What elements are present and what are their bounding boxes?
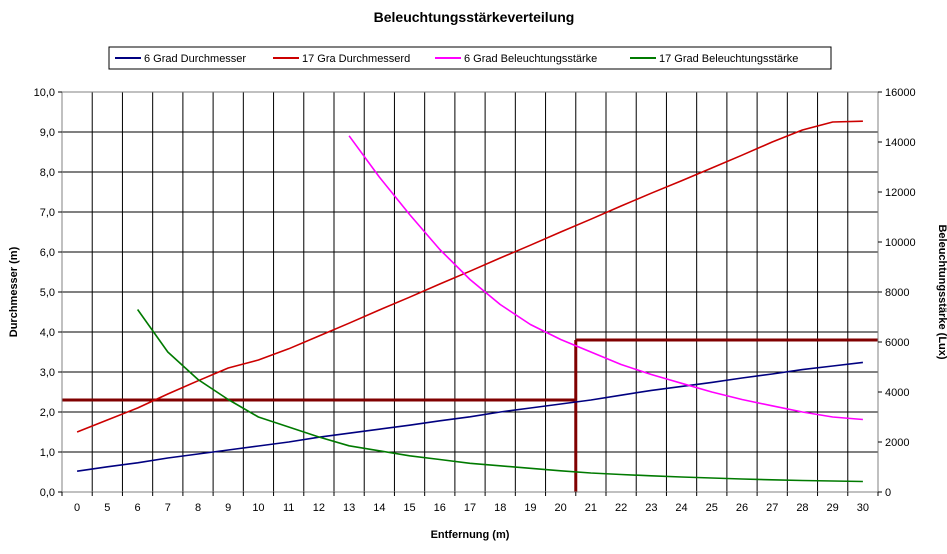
axes: 0,0 1,0 2,0 3,0 4,0 5,0 6,0 7,0 8,0 9,0 10,0 0 2000 4… <box>34 87 916 514</box>
x-tick-label: 23 <box>645 502 657 514</box>
x-tick-label: 0 <box>74 502 80 514</box>
y-axis-title: Durchmesser (m) <box>8 246 20 337</box>
x-tick-label: 8 <box>195 502 201 514</box>
x-tick-label: 11 <box>283 502 294 514</box>
legend-frame <box>108 46 832 70</box>
y-tick-label: 10,0 <box>34 87 55 99</box>
x-axis-title: Entfernung (m) <box>431 529 510 541</box>
x-tick-label: 6 <box>134 502 140 514</box>
y-tick-label: 7,0 <box>40 207 55 219</box>
legend-items: 6 Grad Durchmesser 17 Gra Durchmesserd 6 G… <box>115 53 798 65</box>
x-tick-label: 13 <box>343 502 355 514</box>
y2-tick-label: 12000 <box>885 187 916 199</box>
y-tick-label: 0,0 <box>40 487 55 499</box>
y-tick-label: 4,0 <box>40 327 55 339</box>
chart-title: Beleuchtungsstärkeverteilung <box>374 9 575 25</box>
x-tick-label: 29 <box>827 502 839 514</box>
reference-lines <box>62 338 878 492</box>
x-tick-label: 5 <box>104 502 110 514</box>
x-tick-label: 25 <box>706 502 718 514</box>
y2-tick-label: 10000 <box>885 237 916 249</box>
legend-label: 17 Grad Beleuchtungsstärke <box>659 53 798 65</box>
y2-tick-label: 6000 <box>885 337 909 349</box>
y2-axis-title: Beleuchtungsstärke (Lux) <box>936 224 947 359</box>
legend-label: 6 Grad Beleuchtungsstärke <box>464 53 597 65</box>
series-layer <box>76 120 863 483</box>
x-tick-label: 7 <box>165 502 171 514</box>
y2-tick-label: 0 <box>885 487 891 499</box>
series-line-2 <box>76 120 863 433</box>
x-tick-label: 21 <box>585 502 597 514</box>
series-line-4 <box>136 309 863 483</box>
x-tick-label: 30 <box>857 502 869 514</box>
x-tick-label: 19 <box>524 502 536 514</box>
x-tick-label: 28 <box>796 502 808 514</box>
x-tick-label: 16 <box>434 502 446 514</box>
series-line-1 <box>76 361 863 472</box>
y-tick-label: 8,0 <box>40 167 55 179</box>
legend: 6 Grad Durchmesser 17 Gra Durchmesserd 6 G… <box>108 46 832 70</box>
x-tick-label: 18 <box>494 502 506 514</box>
x-tick-label: 20 <box>555 502 567 514</box>
x-tick-label: 27 <box>766 502 778 514</box>
x-tick-label: 15 <box>403 502 415 514</box>
y2-tick-label: 16000 <box>885 87 916 99</box>
x-tick-label: 9 <box>225 502 231 514</box>
y-tick-label: 6,0 <box>40 247 55 259</box>
series-line-3 <box>348 135 863 421</box>
y-tick-label: 3,0 <box>40 367 55 379</box>
x-tick-label: 22 <box>615 502 627 514</box>
y2-tick-label: 8000 <box>885 287 909 299</box>
x-tick-label: 10 <box>252 502 264 514</box>
legend-label: 17 Gra Durchmesserd <box>302 53 410 65</box>
x-tick-label: 26 <box>736 502 748 514</box>
y-tick-label: 1,0 <box>40 447 55 459</box>
y-tick-label: 9,0 <box>40 127 55 139</box>
x-tick-label: 17 <box>464 502 476 514</box>
x-tick-label: 14 <box>373 502 385 514</box>
y2-tick-label: 4000 <box>885 387 909 399</box>
y-tick-label: 5,0 <box>40 287 55 299</box>
x-tick-label: 12 <box>313 502 325 514</box>
x-tick-label: 24 <box>675 502 687 514</box>
y2-tick-label: 14000 <box>885 137 916 149</box>
y2-tick-label: 2000 <box>885 437 909 449</box>
y-tick-label: 2,0 <box>40 407 55 419</box>
legend-label: 6 Grad Durchmesser <box>144 53 246 65</box>
